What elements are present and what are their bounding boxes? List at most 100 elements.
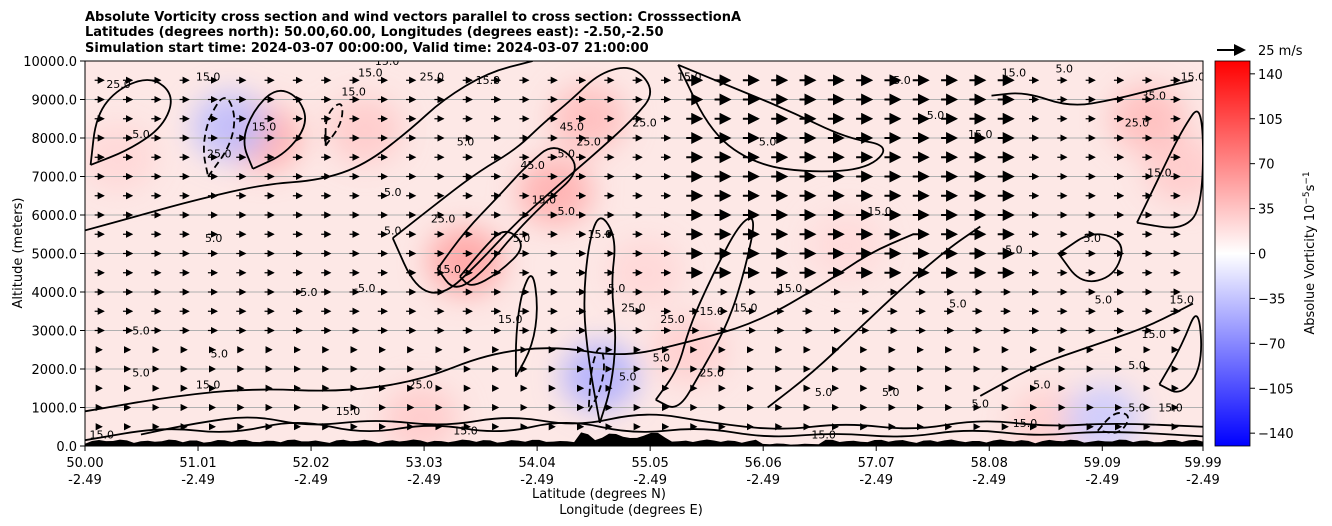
contour-label: 25.0 — [408, 378, 433, 391]
vorticity-region — [561, 342, 638, 411]
contour-label: 5.0 — [893, 74, 911, 87]
contour-label: 15.0 — [1181, 70, 1206, 83]
contour-label: 5.0 — [815, 386, 833, 399]
x-axis-label-lat: Latitude (degrees N) — [532, 487, 666, 502]
contour-line-east-mid — [1057, 233, 1123, 283]
x-tick-label-lat: 57.07 — [858, 456, 895, 471]
contour-label: 15.0 — [867, 205, 892, 218]
contour-label: 5.0 — [211, 347, 229, 360]
contour-label: 15.0 — [778, 282, 803, 295]
contour-line-jet-ridge-outer — [391, 66, 652, 294]
colorbar-tick-label: −140 — [1258, 427, 1294, 442]
x-tick-label-lon: -2.49 — [746, 473, 780, 488]
contour-label: 5.0 — [205, 232, 223, 245]
contour-label: 5.0 — [608, 282, 626, 295]
contour-label: 5.0 — [1128, 401, 1146, 414]
contour-label: 15.0 — [252, 120, 277, 133]
contour-label: 15.0 — [733, 301, 758, 314]
contour-label: 15.0 — [1142, 328, 1167, 341]
colorbar-tick-label: −105 — [1258, 382, 1294, 397]
contour-label: 5.0 — [1055, 63, 1073, 76]
contour-line-neg-cell-mid — [587, 347, 605, 412]
vorticity-region — [326, 96, 403, 165]
contour-label: 15.0 — [336, 405, 361, 418]
y-tick-label: 5000.0 — [32, 248, 78, 263]
contour-label: 35.0 — [1142, 90, 1167, 103]
contour-label: 15.0 — [358, 66, 383, 79]
y-tick-label: 3000.0 — [32, 325, 78, 340]
y-tick-label: 2000.0 — [32, 363, 78, 378]
vorticity-region — [1065, 385, 1142, 446]
colorbar-label-unit-exp: −1 — [1302, 171, 1312, 184]
contour-label: 5.0 — [949, 297, 967, 310]
vorticity-region — [427, 227, 504, 296]
contour-label: 5.0 — [1005, 244, 1023, 257]
vorticity-region — [192, 92, 269, 161]
vorticity-region — [1143, 134, 1203, 203]
contour-label: 15.0 — [196, 378, 221, 391]
contour-label: 5.0 — [1033, 378, 1051, 391]
chart-title-line-1: Absolute Vorticity cross section and win… — [85, 10, 741, 25]
contour-label: 5.0 — [384, 224, 402, 237]
y-tick-label: 7000.0 — [32, 171, 78, 186]
contour-label: 15.0 — [375, 55, 400, 68]
contour-label: 15.0 — [1158, 401, 1183, 414]
y-axis-ticks: 0.0 1000.0 2000.0 3000.0 4000.0 5000.0 6000.0 7… — [23, 55, 85, 455]
contour-label: 15.0 — [1002, 66, 1027, 79]
contour-line-jet-ridge-core — [459, 230, 522, 286]
contour-label: 25.0 — [431, 213, 456, 226]
chart-title-line-3: Simulation start time: 2024-03-07 00:00:… — [85, 41, 649, 56]
contour-label: 5.0 — [653, 351, 671, 364]
terrain-fill — [85, 432, 1203, 446]
contour-label: 45.0 — [520, 159, 545, 172]
vorticity-region — [382, 385, 459, 446]
contour-label: 15.0 — [498, 313, 523, 326]
contour-line-surface-a — [140, 413, 1203, 436]
contour-label: 5.0 — [132, 367, 150, 380]
quiver-key-label: 25 m/s — [1258, 44, 1303, 59]
contour-line-east-cell — [1136, 110, 1203, 229]
contour-line-west-cell-b — [89, 79, 172, 166]
terrain-silhouette — [85, 432, 1203, 446]
colorbar-ticks: 140 105 70 35 0 −35 −70 −105 −140 — [1250, 68, 1294, 442]
colorbar: 140 105 70 35 0 −35 −70 −105 −140 Absolue Vortic… — [1214, 60, 1318, 447]
x-axis-ticks: 50.00 -2.49 51.01 -2.49 52.02 -2.49 53.03 -2.49… — [66, 446, 1222, 488]
contour-label: 5.0 — [513, 232, 531, 245]
x-tick-label-lon: -2.49 — [1186, 473, 1220, 488]
contour-label: 25.0 — [699, 367, 724, 380]
y-tick-label: 1000.0 — [32, 402, 78, 417]
y-axis-label: Altitude (meters) — [11, 198, 26, 309]
contour-label: 5.0 — [927, 109, 945, 122]
contour-line-east-lower — [979, 302, 1194, 397]
contour-label: 5.0 — [1128, 359, 1146, 372]
colorbar-label-exp: −5 — [1302, 191, 1312, 204]
contour-line-diag-ridge — [767, 225, 981, 409]
y-tick-label: 9000.0 — [32, 94, 78, 109]
contour-label: 25.0 — [420, 70, 445, 83]
colorbar-tick-label: −70 — [1258, 337, 1285, 352]
x-tick-label-lat: 55.05 — [632, 456, 669, 471]
x-tick-label-lat: 53.03 — [405, 456, 442, 471]
contour-label: 15.0 — [588, 228, 613, 241]
vorticity-region — [517, 157, 594, 226]
colorbar-label: Absolue Vorticity 10−5s−1 — [1302, 171, 1318, 334]
contour-label: 5.0 — [557, 147, 575, 160]
x-tick-label-lon: -2.49 — [972, 473, 1006, 488]
contour-label: 45.0 — [560, 120, 585, 133]
contour-label: 25.0 — [660, 313, 685, 326]
contour-label: 15.0 — [677, 70, 702, 83]
x-tick-label-lat: 56.06 — [745, 456, 782, 471]
contour-label: 15.0 — [196, 70, 221, 83]
contour-label: -5.0 — [354, 282, 375, 295]
contour-label: 15.0 — [476, 74, 501, 87]
x-tick-label-lon: -2.49 — [1085, 473, 1119, 488]
contour-label: 25.0 — [632, 116, 657, 129]
x-tick-label-lat: 52.02 — [292, 456, 329, 471]
contour-line-east-cell-2 — [1158, 315, 1203, 393]
contour-label: 15.0 — [811, 428, 836, 441]
x-tick-label-lat: 51.01 — [179, 456, 216, 471]
contour-line-jet-ridge-inner — [436, 147, 576, 288]
x-tick-label-lat: 59.09 — [1084, 456, 1121, 471]
x-tick-label-lon: -2.49 — [407, 473, 441, 488]
contour-label: 5.0 — [132, 128, 150, 141]
